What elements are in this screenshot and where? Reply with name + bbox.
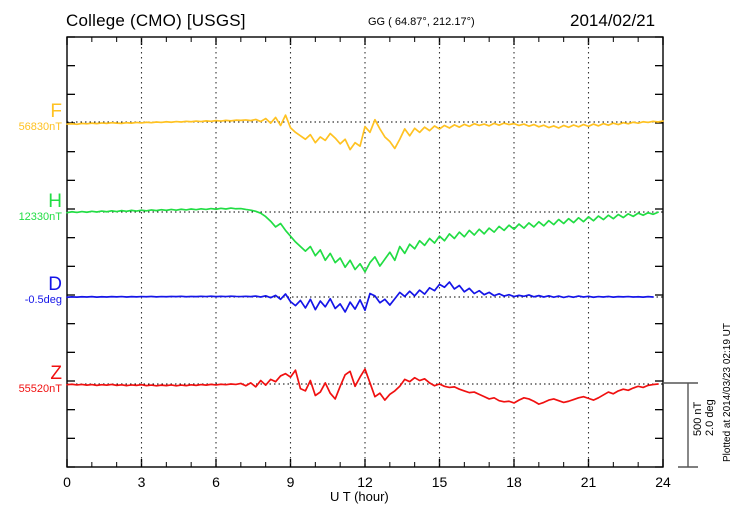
series-label-h: H 12330nT (19, 192, 62, 224)
x-tick-label: 0 (63, 474, 71, 490)
series-baseline-z: 55520nT (18, 383, 62, 395)
series-baseline-h: 12330nT (18, 211, 62, 223)
series-symbol-d: D (48, 274, 62, 295)
series-symbol-z: Z (50, 363, 62, 384)
x-axis-title: U T (hour) (330, 489, 389, 504)
series-label-f: F 56830nT (19, 102, 62, 134)
series-label-z: Z 55520nT (19, 364, 62, 396)
geographic-coordinates: GG ( 64.87°, 212.17°) (368, 16, 475, 28)
series-baseline-d: -0.5deg (24, 294, 62, 306)
x-tick-label: 21 (581, 474, 597, 490)
x-tick-label: 12 (357, 474, 373, 490)
x-tick-label: 24 (655, 474, 671, 490)
series-label-d: D -0.5deg (25, 275, 62, 307)
x-tick-label: 18 (506, 474, 522, 490)
observation-date: 2014/02/21 (570, 11, 656, 30)
trace-f (66, 114, 664, 151)
series-symbol-h: H (48, 191, 62, 212)
x-tick-label: 6 (212, 474, 220, 490)
x-tick-label: 15 (432, 474, 448, 490)
x-tick-label: 9 (287, 474, 295, 490)
page-title: College (CMO) [USGS] (66, 11, 246, 30)
trace-d (66, 281, 654, 313)
trace-z (66, 368, 659, 405)
series-symbol-f: F (50, 101, 62, 122)
series-baseline-f: 56830nT (18, 121, 62, 133)
scale-bar-nt-label: 500 nT (692, 401, 704, 436)
x-tick-label: 3 (138, 474, 146, 490)
trace-h (66, 207, 659, 273)
plotted-at-timestamp: Plotted at 2014/03/23 02:19 UT (722, 323, 730, 462)
scale-bar-deg-label: 2.0 deg (704, 399, 716, 436)
